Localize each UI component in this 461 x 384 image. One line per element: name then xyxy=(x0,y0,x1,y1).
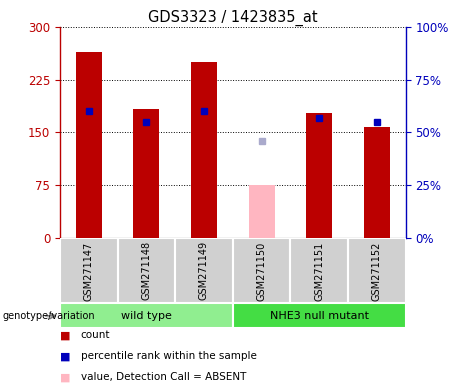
Text: count: count xyxy=(81,330,110,340)
Title: GDS3323 / 1423835_at: GDS3323 / 1423835_at xyxy=(148,9,318,25)
Bar xyxy=(60,303,233,328)
Bar xyxy=(306,113,332,238)
Text: wild type: wild type xyxy=(121,311,172,321)
Bar xyxy=(60,238,118,303)
Bar xyxy=(348,238,406,303)
Text: ■: ■ xyxy=(60,330,71,340)
Text: GSM271149: GSM271149 xyxy=(199,242,209,300)
Bar xyxy=(233,303,406,328)
Text: value, Detection Call = ABSENT: value, Detection Call = ABSENT xyxy=(81,372,246,382)
Text: ■: ■ xyxy=(60,351,71,361)
Text: ■: ■ xyxy=(60,372,71,382)
Bar xyxy=(248,185,275,238)
Text: NHE3 null mutant: NHE3 null mutant xyxy=(270,311,369,321)
Bar xyxy=(133,109,160,238)
Bar xyxy=(290,238,348,303)
Bar xyxy=(118,238,175,303)
Text: GSM271152: GSM271152 xyxy=(372,242,382,301)
Text: percentile rank within the sample: percentile rank within the sample xyxy=(81,351,257,361)
Bar xyxy=(191,62,217,238)
Bar xyxy=(364,127,390,238)
Text: GSM271151: GSM271151 xyxy=(314,242,324,301)
Text: GSM271147: GSM271147 xyxy=(84,242,94,301)
Text: GSM271150: GSM271150 xyxy=(257,242,266,301)
Text: GSM271148: GSM271148 xyxy=(142,242,151,300)
Text: genotype/variation: genotype/variation xyxy=(2,311,95,321)
Bar xyxy=(175,238,233,303)
Bar xyxy=(76,51,102,238)
Bar xyxy=(233,238,290,303)
